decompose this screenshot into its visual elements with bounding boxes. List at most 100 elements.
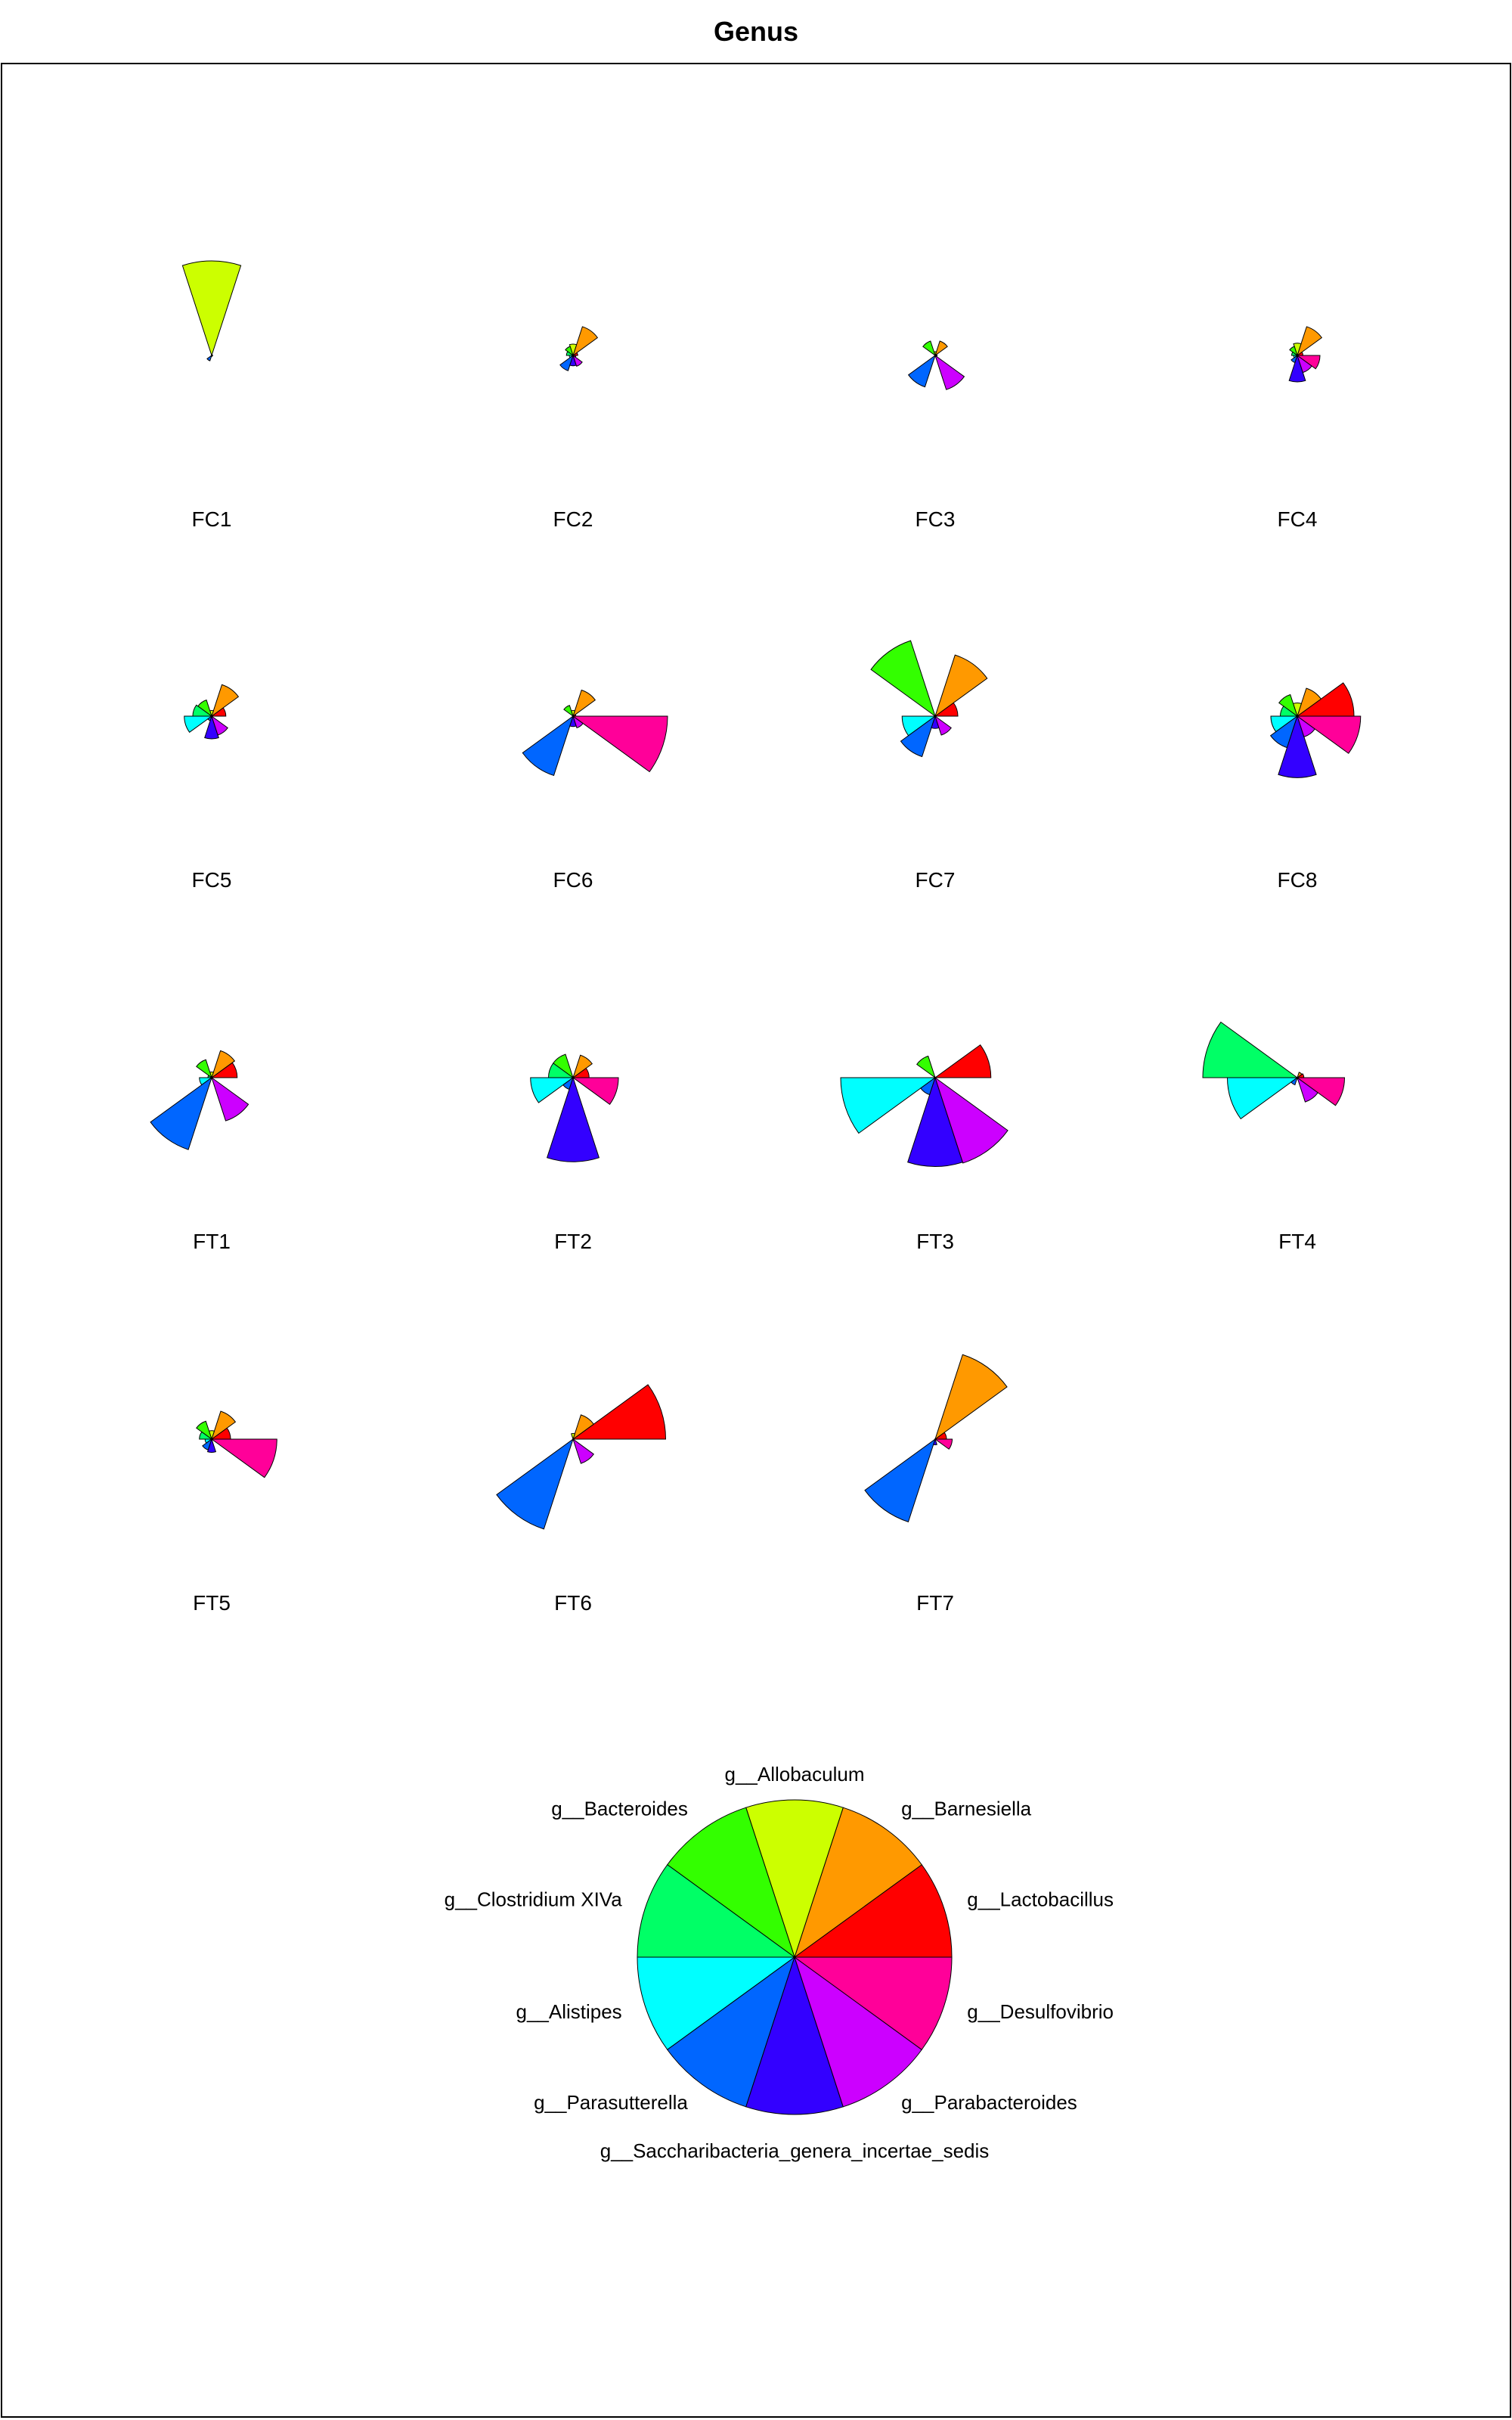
segment-fc2-g-parabacteroides [572, 354, 583, 367]
key-wedge-g-bacteroides [667, 1807, 795, 1959]
segment-ft6-g-allobaculum [571, 1433, 575, 1441]
segment-fc3-g-parabacteroides [934, 354, 965, 390]
segment-ft1-g-barnesiella [211, 1050, 236, 1079]
segment-fc6-g-barnesiella [572, 689, 596, 718]
star-fc4: FC4 [1278, 326, 1323, 531]
segment-ft6-g-lactobacillus [572, 1384, 667, 1440]
key-label-g-alistipes: g__Alistipes [516, 2000, 621, 2023]
key-wedge-g-clostridium-xiva [637, 1864, 796, 1958]
key-label-g-desulfovibrio: g__Desulfovibrio [967, 2000, 1114, 2023]
star-label-ft1: FT1 [193, 1230, 231, 1253]
segment-fc2-g-barnesiella [572, 326, 599, 357]
star-label-fc5: FC5 [192, 868, 232, 892]
segment-ft5-g-saccharibacteria-genera-incertae-sedis [206, 1438, 217, 1453]
key-wedge-g-parabacteroides [794, 1956, 922, 2108]
segment-ft2-g-saccharibacteria-genera-incertae-sedis [546, 1076, 600, 1162]
segment-fc4-g-desulfovibrio [1296, 355, 1321, 370]
segment-ft5-g-clostridium-xiva [199, 1431, 213, 1440]
star-fc8: FC8 [1269, 682, 1362, 892]
segment-ft4-g-barnesiella [1297, 1072, 1303, 1079]
segment-ft1-g-parasutterella [150, 1076, 212, 1150]
segment-fc5-g-barnesiella [211, 684, 240, 718]
segment-ft3-g-saccharibacteria-genera-incertae-sedis [907, 1076, 963, 1167]
star-label-ft4: FT4 [1278, 1230, 1316, 1253]
segment-ft4-g-parasutterella [1290, 1076, 1298, 1086]
star-fc7: FC7 [870, 640, 988, 892]
segment-fc3-g-bacteroides [922, 340, 936, 357]
key-wedge-g-alistipes [637, 1956, 796, 2050]
segment-fc4-g-allobaculum [1293, 343, 1302, 357]
segment-ft6-g-parabacteroides [572, 1438, 594, 1464]
segment-ft3-g-bacteroides [916, 1055, 936, 1079]
segment-fc6-g-bacteroides [563, 705, 574, 718]
segment-fc7-g-parasutterella [900, 715, 936, 758]
segment-fc7-g-parabacteroides [934, 715, 952, 736]
key-label-g-barnesiella: g__Barnesiella [901, 1798, 1032, 1820]
star-label-fc6: FC6 [553, 868, 593, 892]
key-label-g-bacteroides: g__Bacteroides [551, 1798, 688, 1820]
segment-fc5-g-saccharibacteria-genera-incertae-sedis [204, 715, 219, 740]
segment-fc3-g-barnesiella [934, 340, 948, 357]
key-label-g-allobaculum: g__Allobaculum [724, 1763, 864, 1786]
segment-ft7-g-barnesiella [934, 1354, 1008, 1441]
star-label-ft3: FT3 [916, 1230, 954, 1253]
segment-fc4-g-bacteroides [1289, 346, 1298, 357]
segment-ft6-g-barnesiella [572, 1414, 594, 1441]
segment-ft6-g-parasutterella [496, 1438, 574, 1530]
star-label-fc4: FC4 [1278, 507, 1318, 531]
star-ft4: FT4 [1202, 1021, 1346, 1253]
segment-ft2-g-alistipes [530, 1077, 575, 1103]
segment-fc7-g-bacteroides [870, 640, 936, 718]
segment-fc6-g-parasutterella [522, 715, 574, 777]
key-wedge-g-barnesiella [794, 1807, 922, 1959]
segment-ft3-g-alistipes [840, 1077, 937, 1134]
star-ft7: FT7 [864, 1354, 1008, 1615]
star-ft1: FT1 [150, 1050, 249, 1253]
star-fc5: FC5 [184, 684, 240, 892]
segment-fc8-g-barnesiella [1297, 687, 1322, 718]
segment-ft5-g-bacteroides [196, 1420, 212, 1441]
segment-ft2-g-desulfovibrio [572, 1077, 619, 1105]
segment-fc3-g-desulfovibrio [934, 355, 938, 358]
segment-fc3-g-parasutterella [907, 354, 936, 388]
segment-ft7-g-parasutterella [864, 1438, 936, 1523]
segment-fc5-g-parabacteroides [211, 715, 228, 736]
star-fc3: FC3 [907, 340, 965, 531]
key-wedge-g-saccharibacteria-genera-incertae-sedis [745, 1956, 844, 2115]
segment-fc5-g-alistipes [184, 715, 213, 734]
segment-fc7-g-barnesiella [934, 654, 988, 718]
key-label-g-lactobacillus: g__Lactobacillus [967, 1888, 1114, 1911]
key-wedge-g-parasutterella [667, 1956, 795, 2108]
key-pie: g__Lactobacillus g__Barnesiella g__Allobac… [445, 1763, 1114, 2162]
star-ft2: FT2 [530, 1053, 619, 1253]
star-ft5: FT5 [193, 1410, 277, 1615]
segment-ft3-g-lactobacillus [934, 1044, 992, 1078]
key-wedge-g-desulfovibrio [793, 1956, 953, 2050]
segment-ft5-g-barnesiella [211, 1410, 237, 1441]
key-wedge-g-lactobacillus [793, 1864, 953, 1958]
segment-ft3-g-parabacteroides [934, 1076, 1009, 1164]
segment-ft7-g-desulfovibrio [934, 1438, 953, 1450]
key-label-g-parabacteroides: g__Parabacteroides [901, 2091, 1077, 2114]
segment-fc8-g-bacteroides [1278, 693, 1298, 718]
segment-ft1-g-bacteroides [196, 1059, 212, 1079]
segment-fc4-g-barnesiella [1297, 326, 1323, 357]
segment-ft1-g-parabacteroides [211, 1076, 249, 1122]
segment-ft7-g-saccharibacteria-genera-incertae-sedis [933, 1438, 937, 1445]
stars-layer: FC1 FC2 FC3 FC4 FC5 FC6 FC7 FC8 FT1 FT2 FT3 FT4 FT5 F… [150, 260, 1362, 1615]
segment-ft4-g-desulfovibrio [1296, 1077, 1346, 1106]
key-label-g-saccharibacteria-genera-incertae-sedis: g__Saccharibacteria_genera_incertae_sedi… [600, 2139, 990, 2162]
star-label-fc1: FC1 [192, 507, 232, 531]
star-label-fc2: FC2 [553, 507, 593, 531]
segment-fc8-g-desulfovibrio [1296, 715, 1362, 754]
segment-ft4-g-clostridium-xiva [1202, 1021, 1299, 1078]
segment-fc1-g-allobaculum [181, 260, 242, 357]
star-ft3: FT3 [840, 1044, 1009, 1253]
star-ft6: FT6 [496, 1384, 667, 1615]
segment-fc2-g-bacteroides [565, 346, 574, 357]
plot-frame [1, 63, 1511, 2418]
segment-fc2-g-desulfovibrio [572, 355, 577, 358]
segment-fc1-g-parasutterella [206, 354, 212, 361]
segment-ft5-g-desulfovibrio [210, 1438, 277, 1478]
